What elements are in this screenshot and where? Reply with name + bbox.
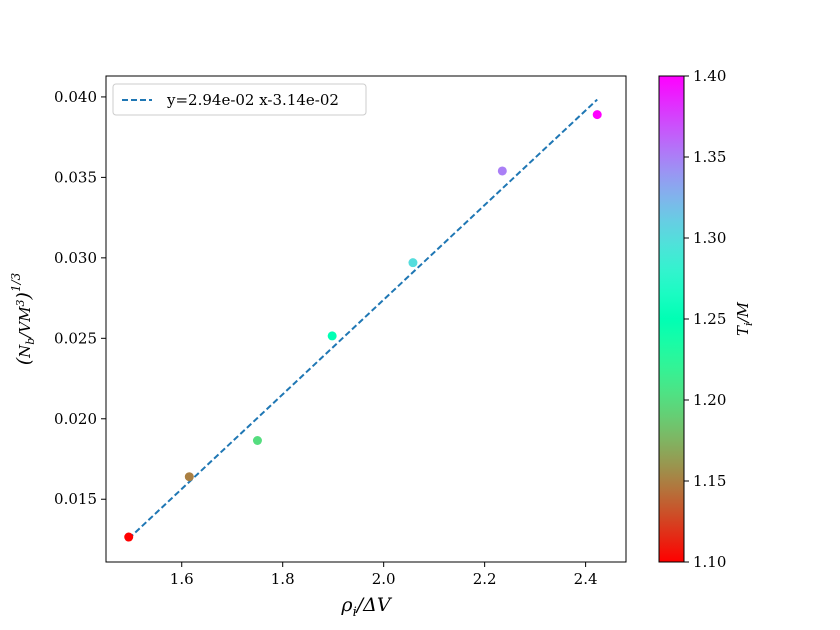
y-tick-label: 0.030	[54, 249, 97, 267]
x-tick-label: 2.4	[574, 570, 598, 588]
y-tick-label: 0.015	[54, 490, 97, 508]
data-point	[327, 331, 337, 341]
data-point	[184, 472, 194, 482]
colorbar-tick-label: 1.35	[693, 148, 726, 166]
data-point	[592, 110, 602, 120]
colorbar-tick-label: 1.15	[693, 472, 726, 490]
data-point	[497, 166, 507, 176]
y-axis-label: (Nb/VM3)1/3	[9, 272, 37, 365]
plot-layer: 1.6 1.8 2.0 2.2 2.4 0.015 0.020 0.025 0.030 0.035…	[9, 75, 627, 620]
plot-frame	[105, 75, 627, 563]
colorbar-bar	[658, 75, 685, 563]
colorbar: 1.10 1.15 1.20 1.25 1.30 1.35 1.40 Ti/M	[658, 67, 755, 571]
y-tick-label: 0.040	[54, 88, 97, 106]
legend-label: y=2.94e-02 x-3.14e-02	[166, 91, 339, 109]
x-tick-label: 2.0	[372, 570, 396, 588]
data-point	[252, 436, 262, 445]
y-tick-label: 0.020	[54, 410, 97, 428]
legend: y=2.94e-02 x-3.14e-02	[112, 83, 367, 116]
data-point	[408, 258, 418, 268]
y-tick-label: 0.025	[54, 329, 97, 347]
x-tick-label: 2.2	[473, 570, 497, 588]
colorbar-tick-label: 1.30	[693, 229, 726, 247]
x-tick-label: 1.8	[271, 570, 295, 588]
colorbar-label-text: Ti/M	[734, 301, 755, 336]
x-tick-label: 1.6	[170, 570, 194, 588]
colorbar-tick-label: 1.40	[693, 67, 726, 85]
fit-line	[128, 98, 598, 540]
y-axis-label-text: (Nb/VM3)1/3	[9, 272, 37, 365]
colorbar-tick-label: 1.20	[693, 391, 726, 409]
y-tick-label: 0.035	[54, 168, 97, 186]
data-point	[124, 532, 134, 542]
legend-box	[112, 83, 367, 116]
colorbar-tick-label: 1.25	[693, 310, 726, 328]
colorbar-label: Ti/M	[734, 301, 755, 336]
x-axis-label: ρi/ΔV	[340, 594, 392, 620]
colorbar-tick-label: 1.10	[693, 553, 726, 571]
